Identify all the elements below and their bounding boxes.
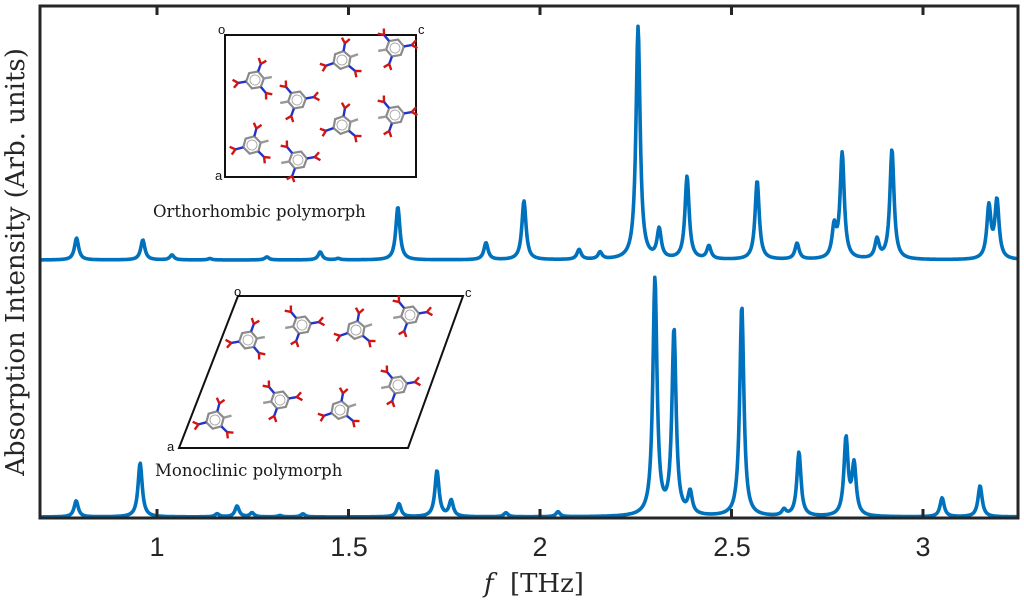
molecule-icon <box>317 387 360 428</box>
cell-a-label: a <box>215 168 223 183</box>
axes-frame <box>38 4 1020 520</box>
x-tick-label: 1.5 <box>330 532 368 562</box>
cell-origin-label: o <box>218 22 225 37</box>
cell-c-label: c <box>418 22 425 37</box>
y-axis-title: Absorption Intensity (Arb. units) <box>1 48 31 477</box>
cell-origin-label: o <box>234 284 241 299</box>
molecule-icon <box>377 95 419 138</box>
cell-c-label: c <box>465 285 472 300</box>
molecule-icon <box>280 140 322 183</box>
molecule-structures <box>192 295 434 439</box>
x-tick-label: 3 <box>915 532 930 562</box>
plot-area <box>40 6 1018 518</box>
x-axis-title: f [THz] <box>482 569 584 599</box>
molecule-icon <box>319 102 362 143</box>
x-tick-label: 1 <box>149 532 164 562</box>
molecule-structures <box>229 28 419 183</box>
monoclinic-annotation: Monoclinic polymorph <box>155 461 343 480</box>
molecule-icon <box>229 122 271 164</box>
molecule-icon <box>333 307 376 348</box>
cell-a-label: a <box>167 439 175 454</box>
x-axis-variable: f <box>482 569 498 599</box>
x-tick-label: 2.5 <box>713 532 751 562</box>
molecule-icon <box>279 80 321 123</box>
molecule-icon <box>262 380 304 423</box>
orthorhombic-annotation: Orthorhombic polymorph <box>153 202 366 221</box>
monoclinic-unit-cell-inset: o c a <box>167 284 472 454</box>
molecule-icon <box>231 57 273 100</box>
molecule-icon <box>319 37 362 78</box>
orthorhombic-spectrum-line <box>39 24 1018 262</box>
x-tick-label: 2 <box>532 532 547 562</box>
orthorhombic-unit-cell-inset: o c a <box>215 22 425 183</box>
molecule-icon <box>380 365 422 408</box>
molecule-icon <box>377 28 419 71</box>
molecule-icon <box>284 305 326 348</box>
molecule-icon <box>392 295 434 338</box>
x-axis-units: [THz] <box>510 569 584 599</box>
molecule-icon <box>192 397 234 439</box>
molecule-icon <box>224 317 266 360</box>
x-tick-labels: 1 1.5 2 2.5 3 <box>149 532 930 562</box>
x-ticks <box>155 6 925 518</box>
